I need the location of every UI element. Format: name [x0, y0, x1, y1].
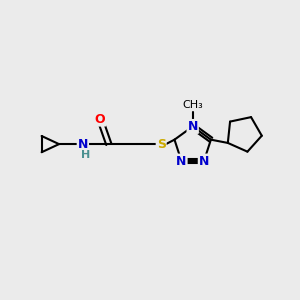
Text: S: S	[157, 138, 166, 151]
Text: H: H	[81, 150, 90, 160]
Text: N: N	[188, 120, 198, 133]
Text: CH₃: CH₃	[182, 100, 203, 110]
Text: N: N	[199, 154, 209, 168]
Text: N: N	[176, 154, 187, 168]
Text: O: O	[94, 112, 105, 126]
Text: N: N	[78, 138, 88, 151]
